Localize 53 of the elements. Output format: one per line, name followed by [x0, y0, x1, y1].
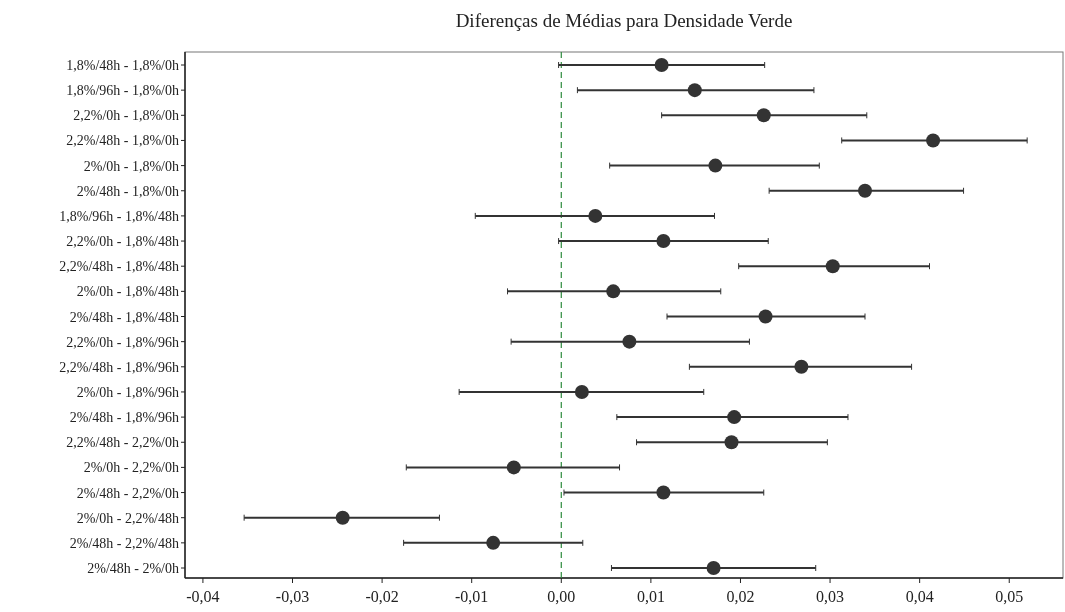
y-tick-label: 2%/48h - 2,2%/48h — [69, 535, 179, 551]
x-tick-label: 0,01 — [636, 588, 665, 605]
y-tick-label: 2,2%/48h - 1,8%/96h — [59, 359, 179, 375]
x-tick-label: 0,05 — [995, 588, 1024, 605]
point — [656, 485, 671, 500]
point — [588, 208, 603, 223]
point — [654, 58, 669, 72]
x-tick-label: 0,04 — [905, 588, 934, 605]
x-tick-label: -0,04 — [186, 588, 220, 605]
y-tick-label: 2%/0h - 1,8%/0h — [83, 158, 179, 174]
point — [794, 359, 809, 374]
y-tick-label: 2%/48h - 1,8%/0h — [76, 183, 179, 199]
y-tick-label: 2,2%/0h - 1,8%/0h — [73, 108, 179, 124]
point — [486, 535, 501, 550]
y-tick-label: 2,2%/48h - 1,8%/0h — [66, 133, 179, 149]
y-tick-label: 2,2%/48h - 2,2%/0h — [66, 435, 179, 451]
y-tick-label: 2,2%/0h - 1,8%/96h — [66, 334, 179, 350]
x-tick-label: -0,03 — [275, 588, 310, 605]
point — [858, 183, 872, 198]
y-tick-label: 2,2%/48h - 1,8%/48h — [59, 259, 179, 275]
y-tick-label: 1,8%/96h - 1,8%/0h — [66, 83, 179, 99]
point — [622, 334, 637, 349]
y-tick-label: 2%/0h - 1,8%/48h — [76, 284, 179, 300]
point — [724, 435, 739, 450]
point — [825, 259, 840, 274]
x-tick-label: 0,00 — [547, 588, 576, 605]
point — [506, 460, 521, 475]
point — [335, 510, 350, 525]
x-tick-label: 0,02 — [726, 588, 755, 605]
point — [708, 158, 723, 173]
chart-title: Diferenças de Médias para Densidade Verde — [455, 10, 793, 31]
point — [756, 108, 771, 123]
point — [606, 284, 621, 299]
y-tick-label: 2%/48h - 1,8%/96h — [69, 410, 179, 426]
point — [727, 410, 742, 425]
y-tick-label: 2,2%/0h - 1,8%/48h — [66, 234, 179, 250]
point — [758, 309, 773, 324]
x-tick-label: 0,03 — [816, 588, 845, 605]
y-tick-label: 2%/48h - 2,2%/0h — [76, 485, 179, 501]
point — [687, 83, 702, 98]
x-tick-label: -0,02 — [365, 588, 399, 605]
y-tick-label: 2%/0h - 2,2%/0h — [83, 460, 179, 476]
y-tick-label: 2%/0h - 1,8%/96h — [76, 384, 179, 400]
y-tick-label: 1,8%/96h - 1,8%/48h — [59, 208, 179, 224]
point — [706, 561, 721, 575]
point — [574, 384, 589, 399]
point — [656, 234, 671, 249]
y-tick-label: 1,8%/48h - 1,8%/0h — [66, 58, 179, 73]
y-tick-label: 2%/48h - 1,8%/48h — [69, 309, 179, 325]
y-tick-label: 2%/48h - 2%/0h — [87, 561, 179, 576]
point — [926, 133, 941, 148]
y-tick-label: 2%/0h - 2,2%/48h — [76, 510, 179, 526]
x-tick-label: -0,01 — [455, 588, 489, 605]
